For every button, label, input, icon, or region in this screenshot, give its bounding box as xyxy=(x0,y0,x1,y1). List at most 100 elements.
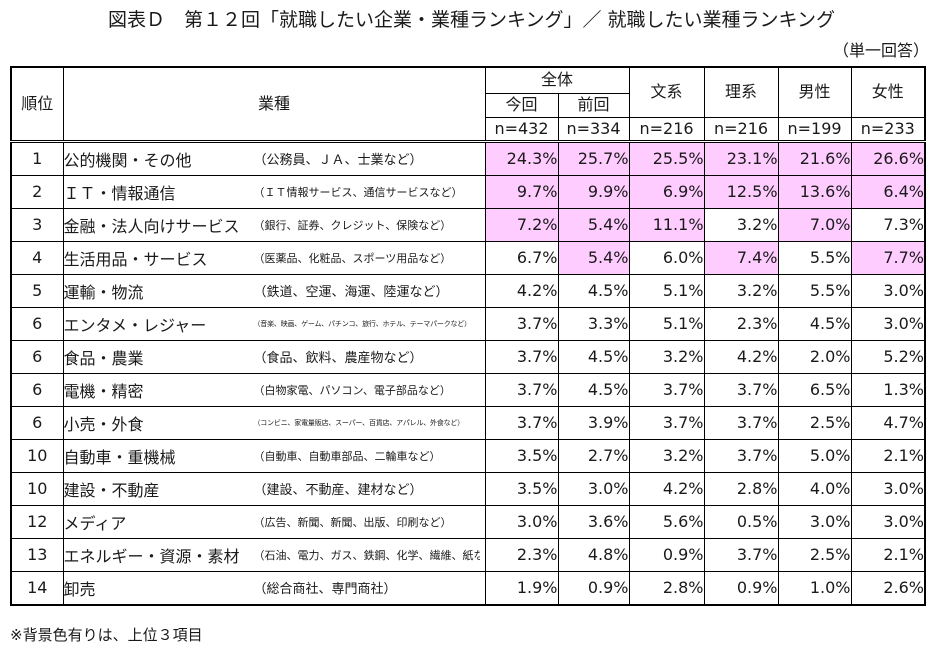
rank-cell: 3 xyxy=(10,207,64,242)
table-row: 2 ＩＴ・情報通信 （ＩＴ情報サービス、通信サービスなど） 9.7% 9.9% 6.9% 1… xyxy=(10,174,926,209)
value-current: 9.7% xyxy=(484,174,559,209)
value-current: 6.7% xyxy=(484,240,559,275)
value-humanities: 0.9% xyxy=(628,537,705,572)
industry-name: 金融・法人向けサービス xyxy=(63,216,240,236)
value-humanities: 5.1% xyxy=(628,306,705,341)
industry-name: 生活用品・サービス xyxy=(63,249,208,269)
header-humanities: 文系 xyxy=(628,66,705,118)
industry-examples: （鉄道、空運、海運、陸運など） xyxy=(253,285,449,300)
value-science: 0.9% xyxy=(703,570,779,605)
value-current: 24.3% xyxy=(484,140,559,176)
industry-name: 公的機関・その他 xyxy=(63,150,192,170)
rank-cell: 6 xyxy=(10,372,64,407)
value-humanities: 11.1% xyxy=(628,207,705,242)
table-row: 6 電機・精密 （白物家電、パソコン、電子部品など） 3.7% 4.5% 3.7% 3.7%… xyxy=(10,372,926,407)
header-industry: 業種 xyxy=(62,66,486,143)
industry-examples: （白物家電、パソコン、電子部品など） xyxy=(253,383,451,397)
value-current: 2.3% xyxy=(484,537,559,572)
industry-examples: （音楽、映画、ゲーム、パチンコ、旅行、ホテル、テーマパークなど） xyxy=(253,319,472,328)
value-male: 2.5% xyxy=(777,537,852,572)
value-male: 4.0% xyxy=(777,471,852,506)
value-current: 3.7% xyxy=(484,306,559,341)
header-rank: 順位 xyxy=(10,66,64,143)
rank-cell: 10 xyxy=(10,471,64,506)
value-female: 4.7% xyxy=(850,405,926,440)
header-humanities-n: n=216 xyxy=(628,116,705,143)
industry-examples: （広告、新聞、新聞、出版、印刷など） xyxy=(253,515,452,529)
value-previous: 5.4% xyxy=(557,240,630,275)
rank-cell: 2 xyxy=(10,174,64,209)
industry-cell: エネルギー・資源・素材 （石油、電力、ガス、鉄鋼、化学、繊維、紙など） xyxy=(62,537,486,572)
value-male: 5.5% xyxy=(777,273,852,308)
industry-examples: （総合商社、専門商社） xyxy=(253,582,397,597)
value-previous: 4.8% xyxy=(557,537,630,572)
value-science: 7.4% xyxy=(703,240,779,275)
value-previous: 9.9% xyxy=(557,174,630,209)
value-female: 2.1% xyxy=(850,438,926,473)
value-current: 3.5% xyxy=(484,438,559,473)
value-previous: 4.5% xyxy=(557,372,630,407)
value-humanities: 2.8% xyxy=(628,570,705,605)
industry-name: 電機・精密 xyxy=(63,381,144,401)
industry-name: エンタメ・レジャー xyxy=(63,315,207,335)
value-science: 23.1% xyxy=(703,140,779,176)
rank-cell: 12 xyxy=(10,504,64,539)
table-row: 6 小売・外食 （コンビニ、家電量販店、スーパー、百貨店、アパレル、外食など） 3.7… xyxy=(10,405,926,440)
value-male: 21.6% xyxy=(777,140,852,176)
rank-cell: 6 xyxy=(10,405,64,440)
table-row: 5 運輸・物流 （鉄道、空運、海運、陸運など） 4.2% 4.5% 5.1% 3.2% 5.5… xyxy=(10,273,926,308)
industry-name: ＩＴ・情報通信 xyxy=(63,183,176,203)
industry-examples: （食品、飲料、農産物など） xyxy=(253,351,423,366)
value-male: 5.0% xyxy=(777,438,852,473)
value-humanities: 3.7% xyxy=(628,372,705,407)
value-science: 3.7% xyxy=(703,405,779,440)
value-humanities: 3.2% xyxy=(628,438,705,473)
value-previous: 2.7% xyxy=(557,438,630,473)
value-female: 5.2% xyxy=(850,339,926,374)
header-current: 今回 xyxy=(484,92,559,118)
value-current: 7.2% xyxy=(484,207,559,242)
table-row: 4 生活用品・サービス （医薬品、化粧品、スポーツ用品など） 6.7% 5.4% 6.0%… xyxy=(10,240,926,275)
table-row: 10 自動車・重機械 （自動車、自動車部品、二輪車など） 3.5% 2.7% 3.2% 3.… xyxy=(10,438,926,473)
value-humanities: 3.7% xyxy=(628,405,705,440)
table-row: 6 食品・農業 （食品、飲料、農産物など） 3.7% 4.5% 3.2% 4.2% 2.0% 5… xyxy=(10,339,926,374)
industry-cell: 金融・法人向けサービス （銀行、証券、クレジット、保険など） xyxy=(62,207,486,242)
header-science-n: n=216 xyxy=(703,116,779,143)
value-science: 3.7% xyxy=(703,372,779,407)
table-row: 10 建設・不動産 （建設、不動産、建材など） 3.5% 3.0% 4.2% 2.8% 4.0… xyxy=(10,471,926,506)
rank-cell: 6 xyxy=(10,306,64,341)
value-female: 3.0% xyxy=(850,504,926,539)
footnote: ※背景色有りは、上位３項目 xyxy=(10,626,203,644)
header-current-n: n=432 xyxy=(484,116,559,143)
value-science: 3.7% xyxy=(703,537,779,572)
header-male-n: n=199 xyxy=(777,116,852,143)
value-current: 3.7% xyxy=(484,339,559,374)
value-previous: 25.7% xyxy=(557,140,630,176)
value-female: 26.6% xyxy=(850,140,926,176)
rank-cell: 14 xyxy=(10,570,64,605)
table-row: 1 公的機関・その他 （公務員、ＪＡ、士業など） 24.3% 25.7% 25.5% 23.… xyxy=(10,140,926,176)
value-science: 0.5% xyxy=(703,504,779,539)
value-female: 3.0% xyxy=(850,273,926,308)
page-title: 図表Ｄ 第１２回「就職したい企業・業種ランキング」／ 就職したい業種ランキング xyxy=(108,9,835,31)
industry-examples: （自動車、自動車部品、二輪車など） xyxy=(253,449,441,463)
industry-name: 小売・外食 xyxy=(63,414,144,434)
value-humanities: 3.2% xyxy=(628,339,705,374)
industry-name: メディア xyxy=(63,513,127,533)
rank-cell: 13 xyxy=(10,537,64,572)
value-female: 7.7% xyxy=(850,240,926,275)
industry-examples: （医薬品、化粧品、スポーツ用品など） xyxy=(253,251,452,265)
header-female: 女性 xyxy=(850,66,926,118)
value-current: 3.0% xyxy=(484,504,559,539)
value-previous: 3.9% xyxy=(557,405,630,440)
industry-examples: （コンビニ、家電量販店、スーパー、百貨店、アパレル、外食など） xyxy=(253,418,465,427)
value-previous: 3.3% xyxy=(557,306,630,341)
header-overall: 全体 xyxy=(484,66,630,94)
value-current: 1.9% xyxy=(484,570,559,605)
table-row: 12 メディア （広告、新聞、新聞、出版、印刷など） 3.0% 3.6% 5.6% 0.5%… xyxy=(10,504,926,539)
unit-note: （単一回答） xyxy=(832,41,929,60)
industry-cell: ＩＴ・情報通信 （ＩＴ情報サービス、通信サービスなど） xyxy=(62,174,486,209)
value-science: 12.5% xyxy=(703,174,779,209)
value-current: 4.2% xyxy=(484,273,559,308)
rank-cell: 1 xyxy=(10,140,64,176)
